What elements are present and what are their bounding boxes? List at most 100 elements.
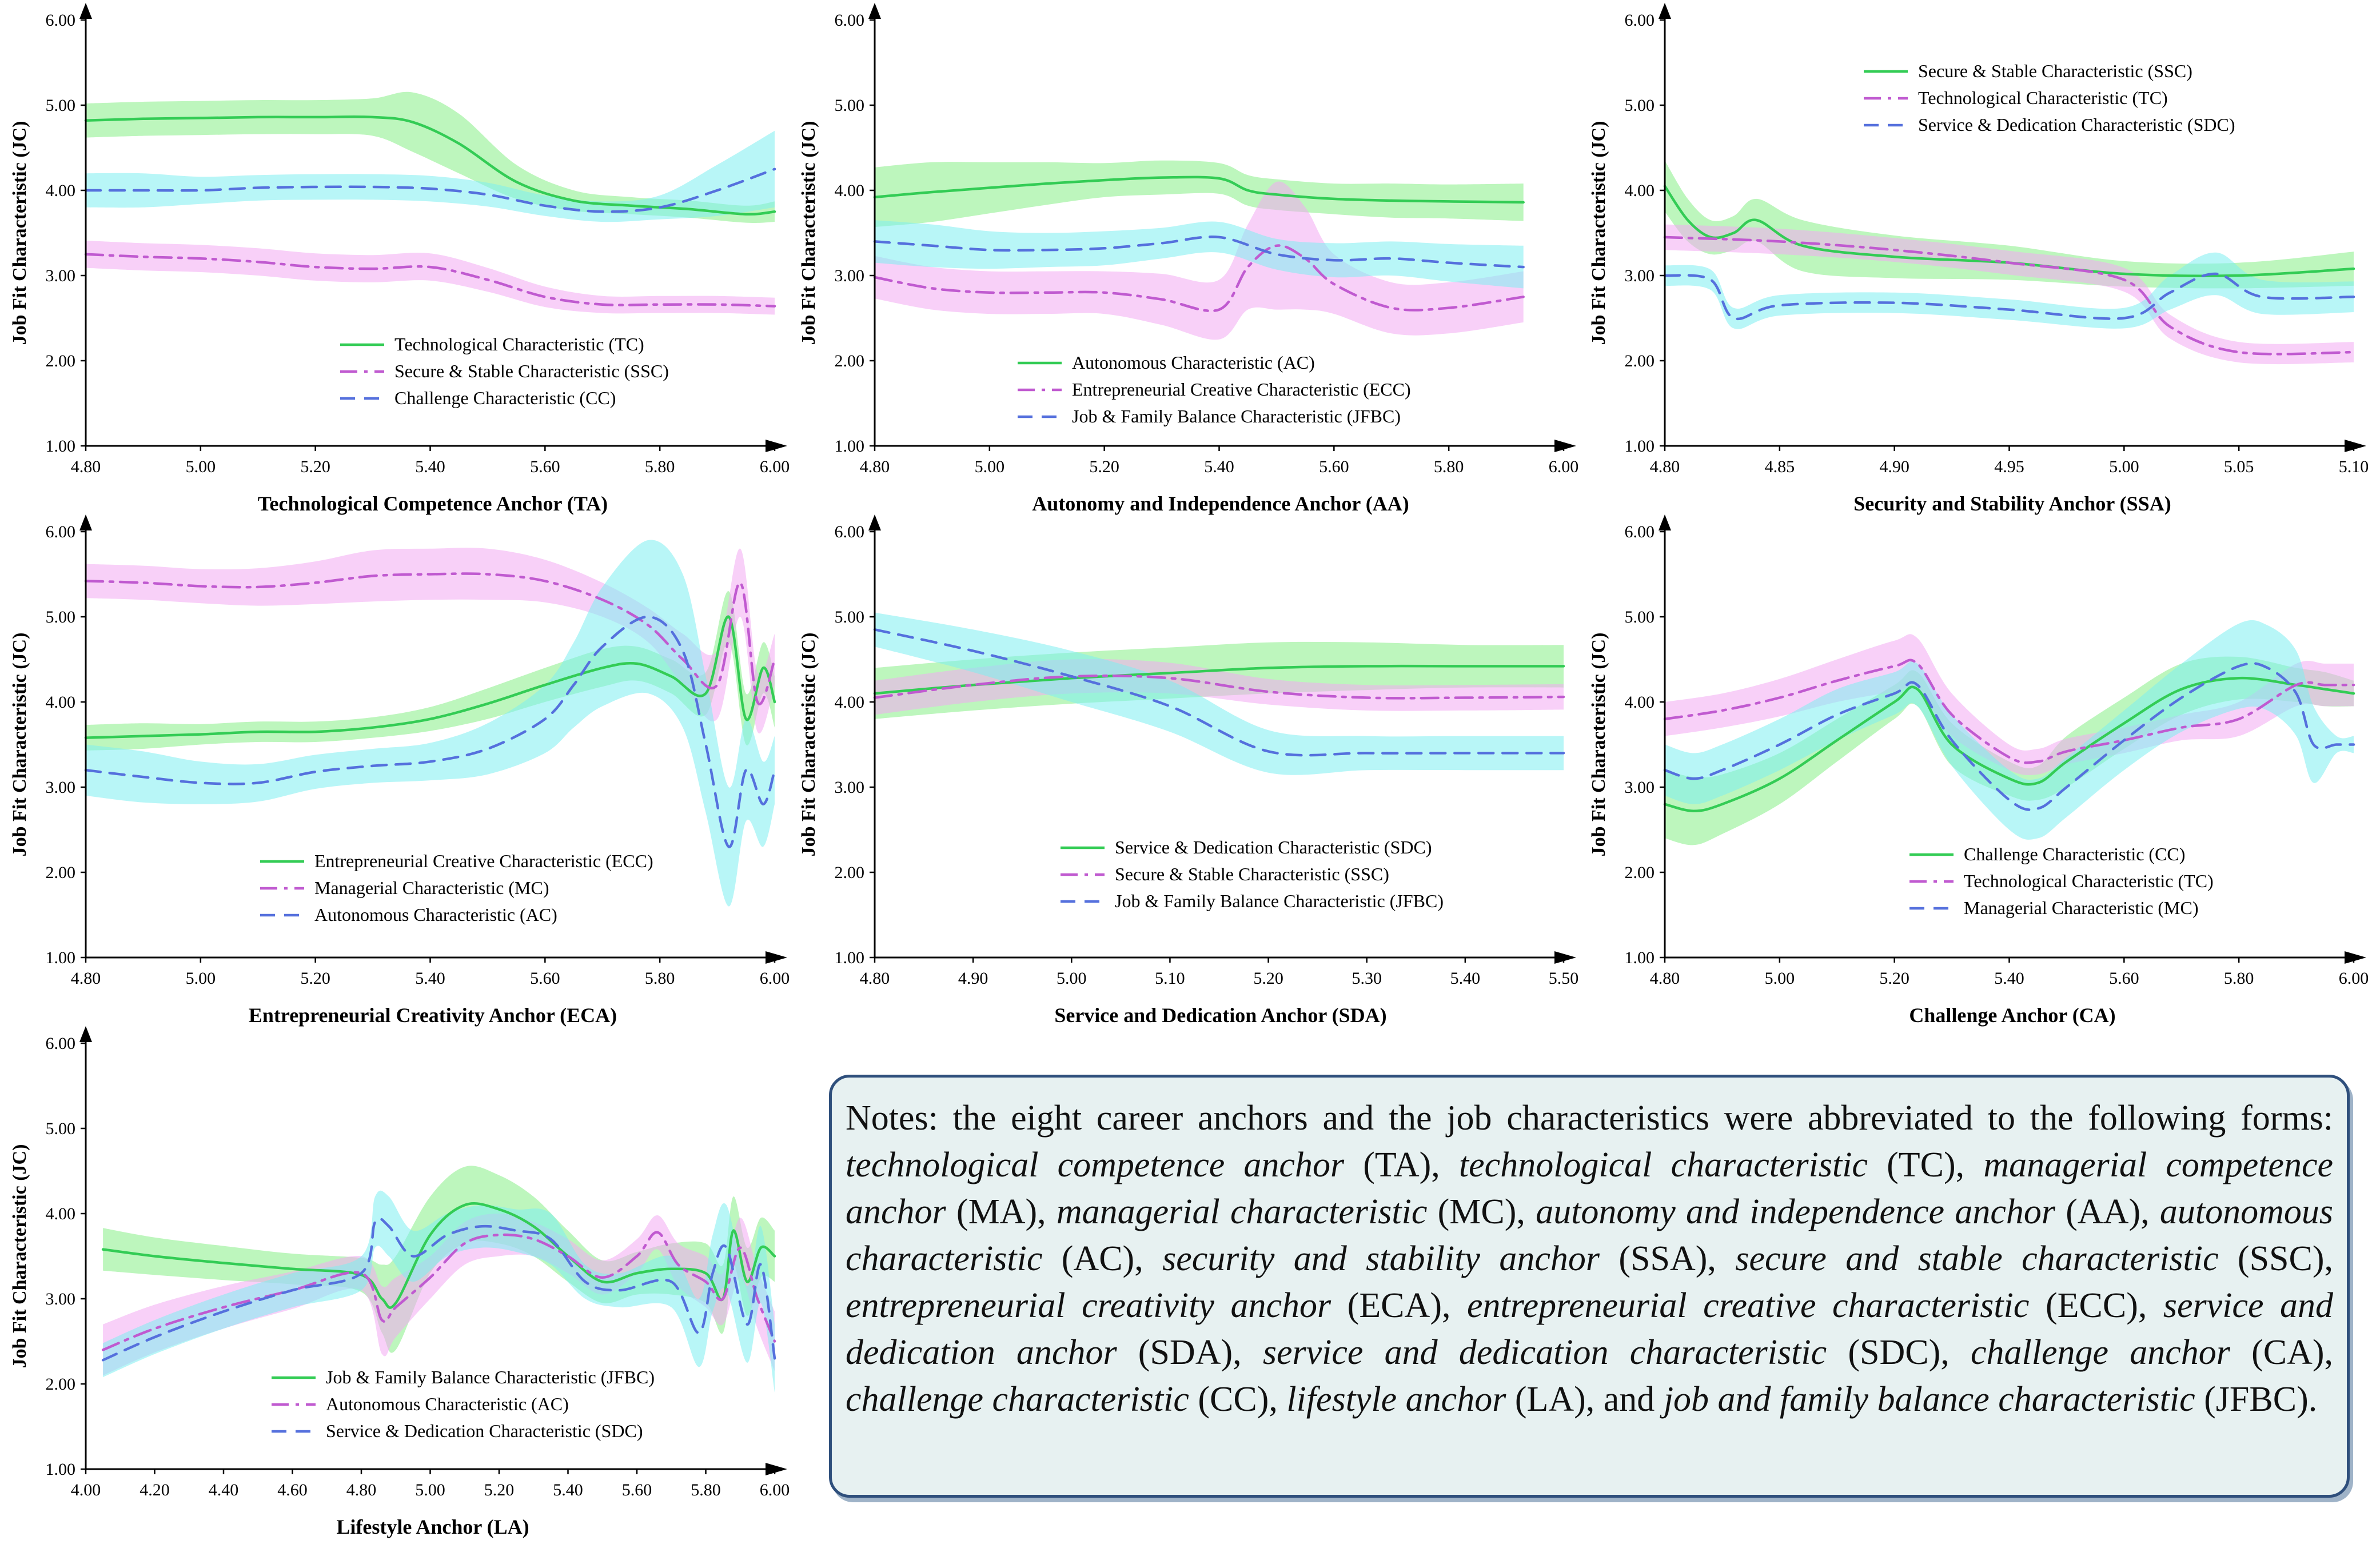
notes-term: technological competence anchor	[846, 1146, 1345, 1184]
y-tick-label: 4.00	[835, 693, 865, 712]
x-tick-label: 4.80	[71, 457, 101, 476]
legend: Technological Characteristic (TC) Secure …	[340, 334, 669, 408]
legend-label-1: Entrepreneurial Creative Characteristic …	[314, 851, 653, 871]
x-tick-label: 4.90	[958, 969, 988, 988]
x-tick-label: 6.00	[760, 969, 790, 988]
notes-term: managerial characteristic	[1056, 1192, 1428, 1231]
series-line-2	[84, 572, 776, 705]
y-tick-label: 3.00	[46, 266, 76, 285]
chart-panel-4: 1.00 2.00 3.00 4.00 5.00 6.00 4.80 5.00 5.20 5.40…	[9, 514, 790, 1027]
x-tick-label: 5.60	[1319, 457, 1349, 476]
notes-text: (SDA),	[1117, 1333, 1263, 1372]
y-tick-label: 2.00	[46, 863, 76, 882]
confidence-band-1	[875, 160, 1524, 228]
series-line-2	[1663, 659, 2355, 764]
x-tick-label: 4.60	[277, 1481, 308, 1499]
series-line-1	[84, 115, 776, 216]
notes-term: managerial competence anchor	[846, 1146, 2333, 1231]
x-tick-label: 4.40	[209, 1481, 239, 1499]
y-tick-label: 5.00	[46, 608, 76, 627]
y-tick-label: 4.00	[1625, 181, 1655, 200]
legend-label-1: Service & Dedication Characteristic (SDC…	[1115, 837, 1432, 857]
x-tick-label: 5.20	[300, 457, 330, 476]
x-tick-label: 5.00	[1057, 969, 1087, 988]
x-tick-label: 5.00	[186, 457, 216, 476]
confidence-band-2	[1665, 634, 2354, 776]
x-tick-label: 5.80	[691, 1481, 721, 1499]
y-axis-arrow	[868, 514, 881, 530]
y-axis-label: Job Fit Characteristic (JC)	[9, 633, 30, 857]
y-tick-label: 2.00	[835, 863, 865, 882]
x-tick-label: 5.20	[1089, 457, 1119, 476]
confidence-band-3	[875, 612, 1564, 775]
x-tick-label: 5.20	[1879, 969, 1909, 988]
y-axis-label: Job Fit Characteristic (JC)	[798, 633, 819, 857]
y-tick-label: 5.00	[1625, 608, 1655, 627]
x-tick-label: 5.00	[186, 969, 216, 988]
x-tick-label: 4.85	[1765, 457, 1795, 476]
legend-label-2: Technological Characteristic (TC)	[1918, 87, 2168, 108]
y-tick-label: 6.00	[1625, 522, 1655, 541]
legend-label-2: Secure & Stable Characteristic (SSC)	[1115, 864, 1389, 884]
legend-label-2: Technological Characteristic (TC)	[1964, 871, 2214, 891]
x-tick-label: 5.40	[415, 457, 445, 476]
notes-text: (CA),	[2230, 1333, 2333, 1372]
x-axis-arrow	[1554, 951, 1576, 964]
confidence-band-2	[1665, 224, 2354, 365]
notes-text: (MC),	[1427, 1192, 1536, 1231]
x-axis-label: Service and Dedication Anchor (SDA)	[1054, 1004, 1386, 1027]
x-tick-label: 4.80	[1650, 457, 1680, 476]
y-tick-label: 1.00	[1625, 948, 1655, 967]
x-axis-arrow	[766, 951, 787, 964]
y-tick-label: 3.00	[46, 778, 76, 797]
confidence-band-1	[86, 91, 775, 223]
y-tick-label: 3.00	[1625, 266, 1655, 285]
chart-panel-7: 1.00 2.00 3.00 4.00 5.00 6.00 4.00 4.20 4.40 4.60…	[9, 1026, 790, 1538]
series-line-2	[873, 674, 1565, 700]
x-tick-label: 4.80	[1650, 969, 1680, 988]
x-tick-label: 5.80	[645, 457, 675, 476]
x-tick-label: 5.60	[530, 457, 560, 476]
y-axis-arrow	[1659, 514, 1671, 530]
legend: Service & Dedication Characteristic (SDC…	[1061, 837, 1444, 911]
y-tick-label: 1.00	[1625, 437, 1655, 456]
notes-text: (AA),	[2055, 1192, 2160, 1231]
legend-label-1: Secure & Stable Characteristic (SSC)	[1918, 61, 2192, 81]
series-line-1	[101, 1202, 776, 1309]
x-tick-label: 5.00	[2109, 457, 2139, 476]
y-tick-label: 4.00	[835, 181, 865, 200]
series-line-3	[873, 236, 1525, 269]
x-tick-label: 5.80	[2224, 969, 2254, 988]
x-tick-label: 5.50	[1549, 969, 1579, 988]
chart-panel-1: 1.00 2.00 3.00 4.00 5.00 6.00 4.80 5.00 5.20 5.40…	[9, 3, 790, 515]
x-tick-label: 5.20	[1253, 969, 1283, 988]
y-axis-arrow	[79, 1026, 92, 1042]
legend-label-3: Service & Dedication Characteristic (SDC…	[1918, 114, 2235, 135]
x-tick-label: 4.80	[71, 969, 101, 988]
legend-label-1: Autonomous Characteristic (AC)	[1072, 352, 1315, 373]
x-tick-label: 5.20	[300, 969, 330, 988]
x-tick-label: 4.20	[139, 1481, 170, 1499]
y-tick-label: 4.00	[46, 181, 76, 200]
series-line-3	[873, 628, 1565, 757]
y-axis-label: Job Fit Characteristic (JC)	[1588, 633, 1609, 857]
notes-term: entrepreneurial creativity anchor	[846, 1286, 1331, 1325]
notes-term: service and dedication anchor	[846, 1286, 2334, 1372]
x-tick-label: 6.00	[2339, 969, 2369, 988]
y-tick-label: 5.00	[46, 1119, 76, 1138]
chart-panel-3: 1.00 2.00 3.00 4.00 5.00 6.00 4.80 4.85 4.90 4.95…	[1588, 3, 2369, 515]
legend-label-1: Challenge Characteristic (CC)	[1964, 844, 2185, 864]
x-tick-label: 4.80	[346, 1481, 377, 1499]
notes-text: (SSC),	[2218, 1239, 2334, 1278]
legend: Entrepreneurial Creative Characteristic …	[260, 851, 653, 925]
legend-label-3: Job & Family Balance Characteristic (JFB…	[1072, 406, 1401, 426]
x-axis-label: Security and Stability Anchor (SSA)	[1853, 492, 2171, 515]
x-tick-label: 5.40	[1994, 969, 2024, 988]
notes-text: (LA), and	[1506, 1380, 1664, 1419]
y-tick-label: 6.00	[46, 522, 76, 541]
notes-term: technological characteristic	[1458, 1146, 1868, 1184]
x-tick-label: 4.80	[860, 969, 890, 988]
y-tick-label: 6.00	[46, 11, 76, 30]
y-tick-label: 1.00	[835, 437, 865, 456]
legend: Autonomous Characteristic (AC) Entreprene…	[1018, 352, 1411, 426]
